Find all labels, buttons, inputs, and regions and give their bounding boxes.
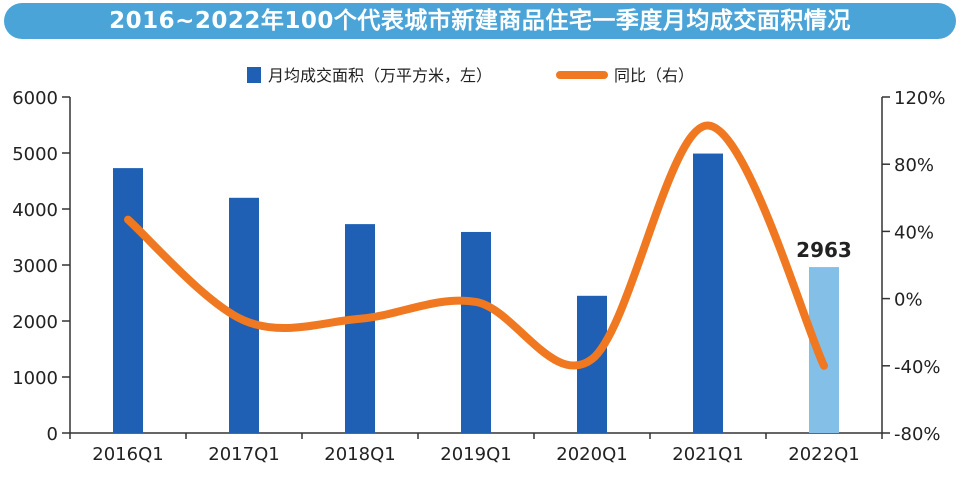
legend-label-bar: 月均成交面积（万平方米，左） <box>268 66 492 85</box>
title-bar: 2016~2022年100个代表城市新建商品住宅一季度月均成交面积情况 <box>4 3 956 39</box>
right-axis-tick-label: 120% <box>894 88 945 109</box>
legend: 月均成交面积（万平方米，左） 同比（右） <box>247 66 694 85</box>
x-axis-tick-label: 2022Q1 <box>788 444 859 465</box>
bar-2016Q1 <box>113 168 143 433</box>
right-axis-tick-label: 80% <box>894 155 934 176</box>
x-axis-tick-label: 2017Q1 <box>208 444 279 465</box>
yoy-point-2017Q1 <box>243 319 245 321</box>
left-axis-tick-label: 2000 <box>12 312 58 333</box>
data-label-2022Q1: 2963 <box>796 238 852 262</box>
left-axis-tick-label: 4000 <box>12 200 58 221</box>
yoy-point-2018Q1 <box>359 318 361 320</box>
x-axis-tick-label: 2018Q1 <box>324 444 395 465</box>
x-axis-tick-label: 2016Q1 <box>92 444 163 465</box>
bar-2021Q1 <box>693 153 723 433</box>
yoy-point-2020Q1 <box>591 358 593 360</box>
yoy-point-2021Q1 <box>707 125 709 127</box>
legend-label-line: 同比（右） <box>614 66 694 85</box>
left-axis-tick-label: 0 <box>47 424 58 445</box>
x-axis-tick-label: 2020Q1 <box>556 444 627 465</box>
right-axis-tick-label: 40% <box>894 222 934 243</box>
bar-2018Q1 <box>345 224 375 433</box>
left-axis-tick-label: 1000 <box>12 368 58 389</box>
chart-title: 2016~2022年100个代表城市新建商品住宅一季度月均成交面积情况 <box>109 8 851 34</box>
x-axis-tick-label: 2021Q1 <box>672 444 743 465</box>
yoy-line <box>124 121 828 370</box>
left-axis-tick-label: 6000 <box>12 88 58 109</box>
right-axis-tick-label: 0% <box>894 290 923 311</box>
left-axis-tick-label: 3000 <box>12 256 58 277</box>
right-axis-tick-label: -80% <box>894 424 941 445</box>
yoy-point-2016Q1 <box>127 219 129 221</box>
yoy-point-2019Q1 <box>475 301 477 303</box>
right-axis-tick-label: -40% <box>894 357 941 378</box>
x-axis-tick-label: 2019Q1 <box>440 444 511 465</box>
yoy-point-2022Q1 <box>823 365 825 367</box>
legend-swatch-bar <box>247 67 261 83</box>
left-axis-tick-label: 5000 <box>12 144 58 165</box>
bar-2019Q1 <box>461 231 491 433</box>
